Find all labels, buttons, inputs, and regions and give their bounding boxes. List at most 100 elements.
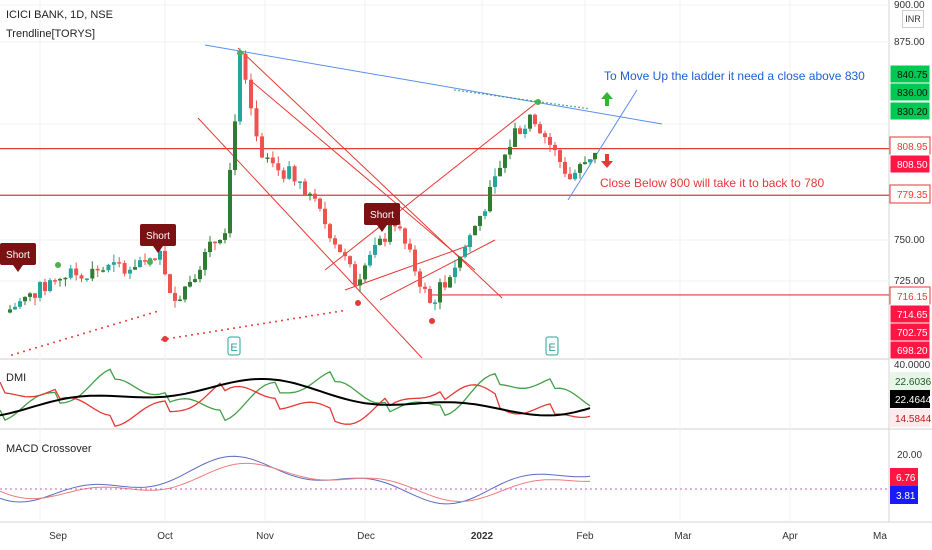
- earnings-box: [227, 336, 241, 356]
- trend-dot: [534, 100, 536, 102]
- short-flag-label: Short: [6, 250, 30, 261]
- trend-dot: [514, 97, 516, 100]
- trend-dot: [29, 348, 31, 351]
- time-axis[interactable]: Sep Oct Nov Dec 2022 Feb Mar Apr Ma: [49, 531, 887, 542]
- candle-body: [498, 167, 502, 177]
- candle-body: [323, 208, 327, 225]
- pivot-dot: [535, 99, 541, 105]
- price-tag-box: [889, 101, 931, 121]
- trend-dot: [299, 316, 301, 319]
- trend-dot: [125, 319, 127, 322]
- pivot-dot: [429, 318, 435, 324]
- candle-body: [53, 280, 57, 282]
- trend-dot: [586, 107, 588, 110]
- candle-body: [528, 114, 532, 129]
- trend-dot: [526, 99, 528, 101]
- macd-tick: 20.00: [897, 450, 922, 461]
- candle-body: [203, 252, 207, 270]
- dmi-plus-line: [0, 368, 591, 422]
- trend-dot: [35, 346, 37, 349]
- candle-body: [8, 309, 12, 313]
- trend-dot: [227, 328, 229, 331]
- candle-body: [533, 114, 537, 125]
- pivot-dot: [55, 262, 61, 268]
- trend-dot: [23, 350, 25, 353]
- candle-body: [168, 274, 172, 294]
- candle-body: [233, 121, 237, 170]
- trendline: [344, 244, 471, 291]
- candle-body: [270, 157, 275, 164]
- price-tag-box: [889, 154, 931, 174]
- candle-body: [353, 264, 357, 286]
- candle-body: [493, 176, 497, 187]
- candle-body: [63, 277, 68, 280]
- price-tag: 830.20: [889, 101, 931, 121]
- dmi-tick: 40.0000: [894, 360, 931, 371]
- trend-dot: [59, 339, 61, 342]
- candle-body: [378, 238, 382, 245]
- trend-dot: [149, 312, 151, 315]
- short-flag-label: Short: [146, 231, 170, 242]
- trend-dot: [101, 327, 103, 329]
- macd-line: [0, 455, 591, 505]
- price-axis[interactable]: 900.00 875.00 750.00 725.00 840.75 836.00 830.…: [889, 0, 931, 360]
- indicator-legend[interactable]: Trendline[TORYS]: [6, 28, 96, 40]
- trend-dot: [281, 319, 283, 322]
- price-tick: 750.00: [894, 235, 925, 246]
- macd-legend[interactable]: MACD Crossover: [6, 443, 92, 455]
- price-tick: 725.00: [894, 276, 925, 287]
- trend-dot: [197, 332, 199, 335]
- candle-body: [358, 279, 362, 286]
- trend-dot: [562, 104, 564, 106]
- dmi-tag-label: 22.4644: [895, 395, 932, 406]
- candle-body: [508, 146, 512, 155]
- price-tag: 840.75: [889, 64, 931, 84]
- candle-body: [111, 262, 116, 265]
- down-note: Close Below 800 will take it to back to …: [600, 176, 824, 190]
- candle-body: [538, 124, 542, 134]
- short-flag-pointer: [13, 265, 23, 272]
- candle-body: [58, 278, 62, 281]
- dmi-axis[interactable]: 40.0000 22.6036 22.4644 14.5844: [890, 360, 932, 427]
- candle-body: [318, 198, 322, 209]
- dmi-legend[interactable]: DMI: [6, 372, 27, 384]
- trend-dot: [542, 101, 544, 104]
- candle-body: [363, 265, 367, 280]
- candle-body: [458, 256, 462, 268]
- price-tag-label: 808.95: [897, 142, 928, 153]
- trend-dot: [275, 320, 277, 323]
- candle-body: [101, 270, 106, 272]
- candle-body: [260, 136, 264, 158]
- candle-body: [198, 269, 202, 280]
- trend-dots: [11, 50, 588, 356]
- price-tag-label: 716.15: [897, 292, 928, 303]
- pivot-dot: [147, 259, 153, 265]
- price-tag-box: [889, 340, 931, 360]
- price-tag-label: 808.50: [897, 160, 928, 171]
- symbol-legend[interactable]: ICICI BANK, 1D, NSE: [6, 9, 113, 21]
- candle-body: [478, 215, 482, 226]
- trend-dot: [494, 94, 496, 97]
- earnings-box: [545, 336, 559, 356]
- candle-body: [388, 221, 392, 242]
- price-tick: 875.00: [894, 37, 925, 48]
- trend-dot: [245, 325, 247, 328]
- signal-line: [0, 462, 590, 503]
- macd-axis[interactable]: 20.00 6.76 3.81: [890, 450, 922, 504]
- candle-body: [578, 164, 582, 173]
- candle-body: [433, 302, 437, 304]
- candle-body: [74, 268, 79, 276]
- candle-body: [548, 137, 552, 145]
- trend-dot: [131, 318, 133, 320]
- candle-body: [588, 159, 592, 163]
- candle-body: [254, 108, 259, 137]
- trend-dot: [95, 328, 97, 331]
- candle-body: [163, 250, 167, 275]
- trend-dot: [137, 316, 139, 319]
- trend-dot: [341, 309, 343, 312]
- candle-body: [143, 260, 147, 262]
- candles: [8, 48, 597, 314]
- currency-badge[interactable]: INR: [902, 10, 924, 28]
- candle-body: [90, 268, 95, 279]
